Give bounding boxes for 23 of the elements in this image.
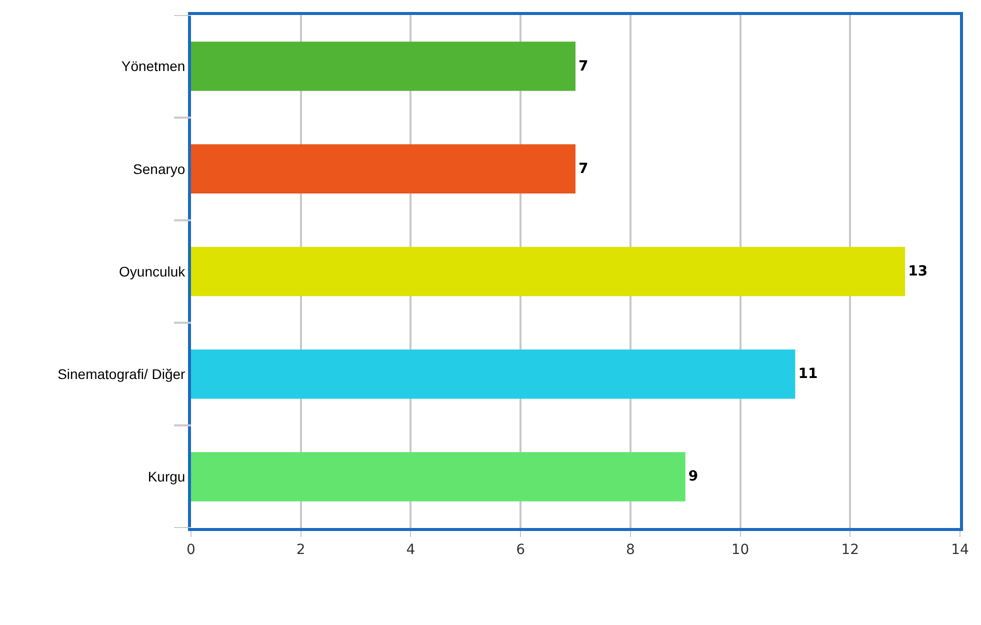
x-tick-label: 12	[841, 542, 860, 558]
data-label: 11	[798, 366, 818, 382]
data-label: 13	[908, 264, 928, 280]
y-tick-label: Oyunculuk	[119, 263, 186, 280]
x-tick-label: 4	[406, 542, 416, 558]
data-label: 7	[578, 160, 588, 177]
y-tick-label: Kurgu	[148, 468, 186, 485]
bar	[191, 42, 576, 91]
x-tick-label: 2	[296, 542, 306, 558]
data-label: 9	[688, 468, 698, 485]
data-label: 7	[578, 58, 588, 74]
y-tick-label: Senaryo	[133, 160, 186, 177]
bar	[191, 452, 686, 502]
x-tick-label: 6	[516, 542, 526, 558]
bar	[191, 246, 906, 296]
y-tick-label: Yönetmen	[121, 58, 186, 74]
bar	[191, 349, 796, 399]
x-tick-label: 8	[626, 542, 635, 558]
y-tick-label: Sinematografi/ Diğer	[58, 366, 186, 382]
x-tick-label: 14	[951, 542, 969, 558]
x-tick-label: 0	[186, 542, 196, 558]
bar	[191, 144, 576, 194]
x-tick-label: 10	[731, 542, 750, 558]
